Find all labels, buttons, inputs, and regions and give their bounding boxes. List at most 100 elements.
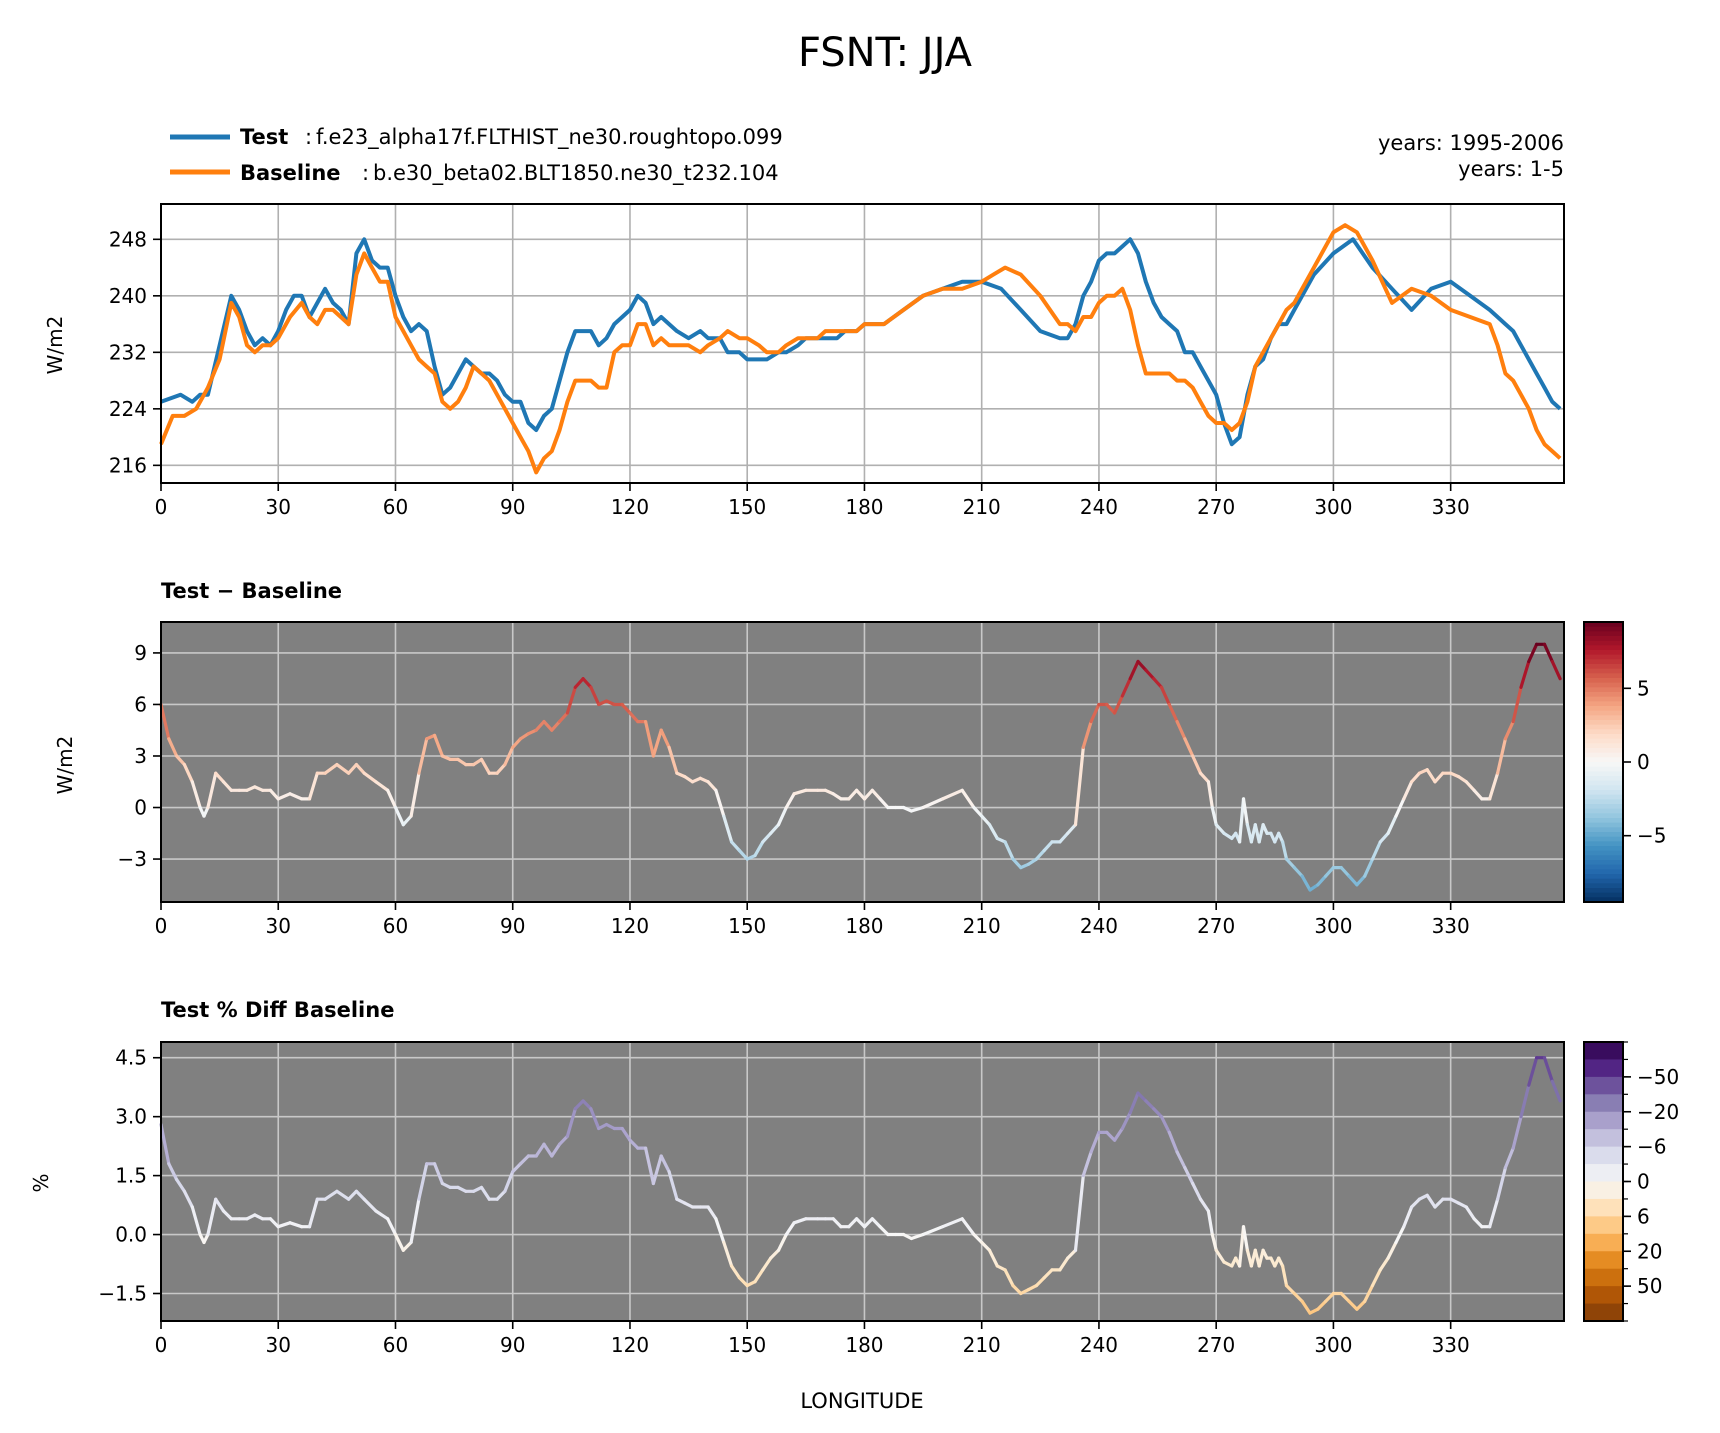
series-line-baseline xyxy=(159,223,1562,475)
colorbar-cell xyxy=(1584,720,1623,726)
series-segment xyxy=(1152,677,1164,689)
legend: Test : f.e23_alpha17f.FLTHIST_ne30.rough… xyxy=(170,125,1564,186)
colorbar-cell xyxy=(1584,892,1623,898)
series-segment xyxy=(847,788,859,801)
series-segment xyxy=(706,780,718,792)
series-segment xyxy=(1066,823,1078,835)
series-segment xyxy=(550,1142,562,1158)
series-segment xyxy=(980,1240,992,1252)
series-segment xyxy=(1472,1217,1484,1229)
series-segment xyxy=(1058,1256,1070,1272)
series-segment xyxy=(1280,840,1289,861)
colorbar-cell xyxy=(1584,738,1623,744)
series-segment xyxy=(159,1122,171,1166)
ytick-label: 9 xyxy=(134,641,147,665)
series-segment xyxy=(628,1138,640,1150)
series-segment xyxy=(565,1107,577,1138)
colorbar-cell xyxy=(1584,701,1623,707)
series-segment xyxy=(960,1217,976,1237)
series-segment xyxy=(651,728,663,758)
colorbar-cell xyxy=(1584,757,1623,763)
colorbar-cell xyxy=(1584,888,1623,894)
figure-title: FSNT: JJA xyxy=(798,30,973,76)
grid-mid xyxy=(161,622,1564,902)
series-segment xyxy=(374,1209,390,1221)
series-segment xyxy=(1402,780,1414,801)
series-segment xyxy=(175,1177,186,1193)
series-segment xyxy=(1425,768,1437,784)
series-segment xyxy=(1198,771,1211,784)
series-segment xyxy=(706,1205,718,1221)
panel-title-bot: Test % Diff Baseline xyxy=(161,998,394,1022)
series-segment xyxy=(565,685,577,715)
grid-top xyxy=(161,204,1564,483)
yticks-top: 216 224 232 240 248 xyxy=(109,227,161,477)
series-segment xyxy=(1042,840,1054,853)
series-segment xyxy=(276,1221,292,1229)
series-segment xyxy=(1316,1299,1328,1311)
colorbar-cell xyxy=(1584,631,1623,637)
series-segment xyxy=(175,754,186,767)
colorbar-cell xyxy=(1584,729,1623,735)
series-segment xyxy=(1210,1232,1218,1252)
series-segment xyxy=(1495,1166,1508,1201)
xtick-label: 180 xyxy=(845,495,883,519)
colorbar-cell xyxy=(1584,804,1623,810)
ylabel-bot: % xyxy=(29,1173,53,1192)
series-segment xyxy=(1402,1205,1414,1229)
series-segment xyxy=(386,788,398,810)
series-segment xyxy=(1363,857,1375,878)
series-segment xyxy=(659,728,671,750)
series-segment xyxy=(776,1232,788,1252)
series-segment xyxy=(729,1264,742,1280)
series-segment xyxy=(268,788,280,801)
colorbar-tick-label: −50 xyxy=(1637,1065,1679,1089)
series-segment xyxy=(1105,702,1117,715)
series-segment xyxy=(1464,780,1476,792)
series-segment xyxy=(862,1217,874,1229)
colorbar-tick-label: 6 xyxy=(1637,1204,1650,1228)
xtick-label: 150 xyxy=(728,1333,766,1357)
xtick-label: 30 xyxy=(266,914,291,938)
xtick-label: 90 xyxy=(500,914,525,938)
series-segment xyxy=(409,1197,421,1245)
series-segment xyxy=(1034,1276,1046,1288)
ytick-label: −1.5 xyxy=(98,1281,147,1305)
series-segment xyxy=(643,719,656,758)
colorbar-cell xyxy=(1584,790,1623,796)
series-segment xyxy=(167,1162,179,1182)
series-segment xyxy=(1120,1111,1132,1131)
series-segment xyxy=(276,792,292,801)
series-segment xyxy=(433,1162,444,1186)
series-segment xyxy=(1339,865,1351,878)
colorbar-cell xyxy=(1584,771,1623,777)
colorbar-cell xyxy=(1584,850,1623,856)
series-segment xyxy=(1167,1130,1179,1154)
series-segment xyxy=(1191,1181,1203,1201)
series-segment xyxy=(1214,1248,1226,1264)
colorbar-cell xyxy=(1584,855,1623,861)
colorbar-cell xyxy=(1584,654,1623,660)
legend-sep-test: : xyxy=(305,125,312,149)
xtick-label: 120 xyxy=(611,914,649,938)
series-segment xyxy=(573,677,585,689)
xtick-label: 240 xyxy=(1080,914,1118,938)
series-segment xyxy=(753,1268,765,1284)
series-segment xyxy=(878,1225,890,1237)
series-segment xyxy=(1488,1197,1500,1229)
colorbar-cell xyxy=(1584,766,1623,772)
panel-title-mid: Test − Baseline xyxy=(161,579,342,603)
axes-frame-top xyxy=(160,203,1565,484)
series-segment xyxy=(714,1217,726,1245)
series-segment xyxy=(1128,659,1140,681)
series-segment xyxy=(1323,865,1336,878)
series-segment xyxy=(1191,754,1203,775)
xtick-label: 300 xyxy=(1314,495,1352,519)
colorbar-cell xyxy=(1584,832,1623,838)
series-segment xyxy=(354,1189,366,1201)
series-segment xyxy=(847,1217,859,1229)
series-segment xyxy=(722,814,734,844)
series-segment xyxy=(1210,805,1218,827)
series-segment xyxy=(667,745,679,775)
colorbar-cell xyxy=(1584,808,1623,814)
